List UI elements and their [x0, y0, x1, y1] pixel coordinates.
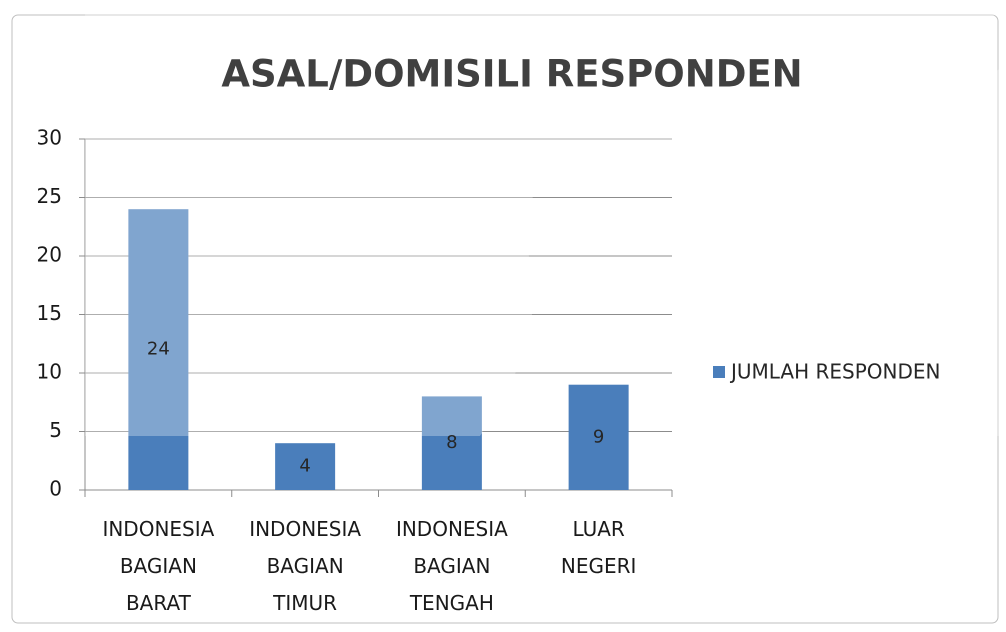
bar — [421, 396, 482, 490]
chart-frame — [11, 14, 999, 624]
watermark — [0, 0, 1006, 436]
data-label: 9 — [593, 426, 604, 447]
y-tick-label: 5 — [49, 418, 62, 442]
x-tick-label: INDONESIA BAGIAN TENGAH — [396, 517, 508, 615]
x-tick-label: LUAR NEGERI — [561, 517, 637, 578]
data-label: 24 — [147, 339, 170, 360]
legend-label: JUMLAH RESPONDEN — [729, 360, 940, 384]
y-tick-label: 25 — [37, 184, 62, 208]
bar — [128, 209, 189, 490]
y-tick-label: 10 — [37, 360, 62, 384]
data-label: 8 — [446, 432, 457, 453]
y-tick-label: 0 — [49, 477, 62, 501]
bar — [568, 384, 629, 490]
legend-swatch — [713, 366, 725, 378]
bar — [275, 443, 336, 490]
chart-title: ASAL/DOMISILI RESPONDEN — [221, 53, 802, 96]
x-tick-label: INDONESIA BAGIAN TIMUR — [249, 517, 361, 615]
y-tick-label: 30 — [37, 126, 62, 150]
x-tick-label: INDONESIA BAGIAN BARAT — [102, 517, 214, 615]
data-label: 4 — [299, 456, 310, 477]
y-tick-label: 15 — [37, 301, 62, 325]
y-tick-label: 20 — [37, 243, 62, 267]
